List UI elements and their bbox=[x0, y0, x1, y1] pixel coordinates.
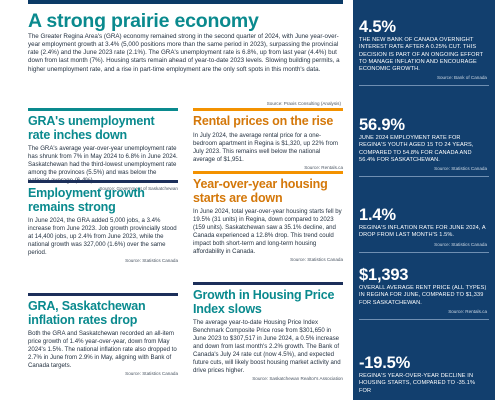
intro-paragraph: The Greater Regina Area's (GRA) economy … bbox=[28, 33, 340, 73]
unemployment-card: GRA's unemployment rate inches down The … bbox=[28, 108, 178, 191]
card-rule bbox=[28, 293, 178, 296]
card-source: Source: Rentals.ca bbox=[304, 164, 343, 170]
stat-interest-rate: 4.5% The new Bank of Canada overnight in… bbox=[353, 18, 495, 87]
card-source: Source: Statistics Canada bbox=[125, 258, 178, 264]
stat-source: Source: Statistics Canada bbox=[434, 241, 487, 247]
stat-value: 4.5% bbox=[359, 18, 396, 36]
stat-description: Regina's inflation rate for June 2024, a… bbox=[359, 225, 486, 239]
stat-divider bbox=[359, 318, 489, 320]
card-rule bbox=[28, 108, 178, 111]
card-body: In July 2024, the average rental price f… bbox=[193, 131, 338, 163]
card-heading: Employment growth remains strong bbox=[28, 186, 145, 214]
stat-source: Source: Statistics Canada bbox=[434, 166, 487, 172]
card-heading: Year-over-year housing starts are down bbox=[193, 177, 328, 205]
stat-value: -19.5% bbox=[359, 354, 411, 372]
stat-divider bbox=[359, 251, 489, 253]
employment-card: Employment growth remains strong In June… bbox=[28, 180, 178, 263]
card-rule bbox=[193, 282, 343, 285]
card-body: Both the GRA and Saskatchewan recorded a… bbox=[28, 330, 177, 370]
stat-description: Overall average rent price (all types) i… bbox=[359, 285, 487, 306]
stat-housing-starts: -19.5% Regina's year-over-year decline i… bbox=[353, 354, 495, 395]
top-accent-bar bbox=[28, 0, 343, 4]
card-rule bbox=[28, 180, 178, 183]
stat-description: June 2024 employment rate for Regina's y… bbox=[359, 135, 474, 163]
stat-average-rent: $1,393 Overall average rent price (all t… bbox=[353, 266, 495, 320]
card-body: In June 2024, the GRA added 5,000 jobs, … bbox=[28, 217, 177, 257]
card-source: Source: Statistics Canada bbox=[290, 257, 343, 263]
card-rule bbox=[193, 171, 343, 174]
stat-value: 1.4% bbox=[359, 206, 396, 224]
stats-sidebar: 4.5% The new Bank of Canada overnight in… bbox=[353, 0, 495, 400]
stat-value: 56.9% bbox=[359, 116, 405, 134]
housing-starts-card: Year-over-year housing starts are down I… bbox=[193, 171, 343, 262]
card-source: Source: Government of Saskatchewan bbox=[99, 186, 178, 192]
card-source: Source: Saskatchewan Realtor's Associati… bbox=[252, 376, 343, 382]
stat-source: Source: Bank of Canada bbox=[436, 75, 487, 81]
card-heading: Growth in Housing Price Index slows bbox=[193, 288, 335, 316]
card-rule bbox=[193, 108, 343, 111]
intro-source: Source: Praxis Consulting (Analysis) bbox=[266, 101, 341, 106]
card-heading: GRA, Saskatchewan inflation rates drop bbox=[28, 299, 146, 327]
rental-card: Rental prices on the rise In July 2024, … bbox=[193, 108, 343, 170]
stat-value: $1,393 bbox=[359, 266, 409, 284]
stat-source: Source: Rentals.ca bbox=[448, 308, 487, 314]
inflation-card: GRA, Saskatchewan inflation rates drop B… bbox=[28, 293, 178, 376]
stat-description: Regina's year-over-year decline in housi… bbox=[359, 373, 476, 394]
stat-youth-employment: 56.9% June 2024 employment rate for Regi… bbox=[353, 116, 495, 178]
page-title: A strong prairie economy bbox=[28, 10, 259, 32]
card-body: In June 2024, total year-over-year housi… bbox=[193, 208, 342, 256]
stat-divider bbox=[359, 85, 489, 87]
stat-description: The new Bank of Canada overnight interes… bbox=[359, 37, 484, 73]
card-body: The average year-to-date Housing Price I… bbox=[193, 319, 341, 375]
card-heading: GRA's unemployment rate inches down bbox=[28, 114, 155, 142]
card-source: Source: Statistics Canada bbox=[125, 371, 178, 377]
stat-inflation: 1.4% Regina's inflation rate for June 20… bbox=[353, 206, 495, 253]
card-heading: Rental prices on the rise bbox=[193, 114, 334, 128]
main-content: A strong prairie economy The Greater Reg… bbox=[28, 0, 343, 400]
stat-divider bbox=[359, 176, 489, 178]
housing-price-card: Growth in Housing Price Index slows The … bbox=[193, 282, 343, 381]
